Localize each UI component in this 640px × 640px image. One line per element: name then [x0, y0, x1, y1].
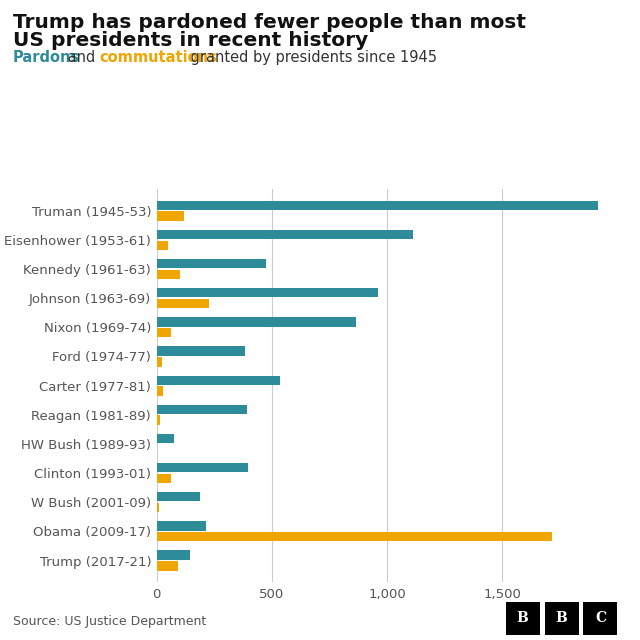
Bar [157, 357, 162, 367]
Bar [157, 522, 205, 531]
Bar [157, 434, 174, 443]
Bar [157, 492, 200, 502]
Bar [157, 200, 598, 210]
Bar [157, 463, 248, 472]
Bar [157, 503, 159, 512]
Bar [157, 561, 179, 571]
Bar [157, 269, 180, 279]
Bar [506, 602, 540, 635]
Text: and: and [63, 50, 100, 65]
Bar [157, 404, 247, 414]
Text: commutations: commutations [99, 50, 217, 65]
Text: granted by presidents since 1945: granted by presidents since 1945 [186, 50, 436, 65]
Text: B: B [516, 611, 529, 625]
Bar [157, 346, 245, 356]
Bar [157, 317, 356, 326]
Text: B: B [556, 611, 568, 625]
Bar [157, 415, 160, 425]
Bar [157, 387, 163, 396]
Bar [157, 376, 280, 385]
Bar [157, 532, 552, 541]
Text: US presidents in recent history: US presidents in recent history [13, 31, 368, 50]
Bar [157, 550, 189, 560]
Bar [545, 602, 579, 635]
Text: C: C [595, 611, 606, 625]
Text: Source: US Justice Department: Source: US Justice Department [13, 616, 206, 628]
Text: Pardons: Pardons [13, 50, 80, 65]
Bar [157, 288, 378, 298]
Bar [157, 241, 168, 250]
Bar [157, 211, 184, 221]
Bar [157, 299, 209, 308]
Bar [157, 328, 171, 337]
Text: Trump has pardoned fewer people than most: Trump has pardoned fewer people than mos… [13, 13, 526, 32]
Bar [157, 474, 171, 483]
Bar [157, 259, 266, 268]
Bar [157, 230, 413, 239]
Bar [584, 602, 618, 635]
